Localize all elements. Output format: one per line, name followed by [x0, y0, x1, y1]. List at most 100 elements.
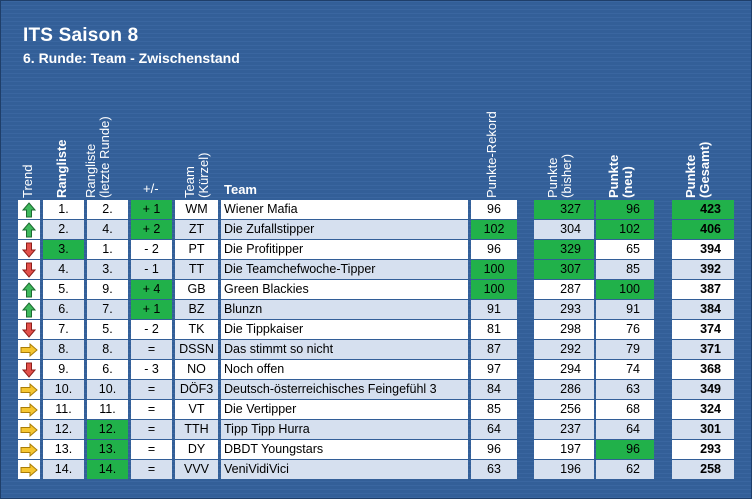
team-tag-cell: VT — [175, 400, 218, 419]
plusminus-cell: - 2 — [131, 240, 172, 259]
arrow-up-icon — [18, 200, 40, 219]
prev-rank-cell: 11. — [87, 400, 128, 419]
prev-rank-cell: 8. — [87, 340, 128, 359]
table-row: 13. 13. = DY DBDT Youngstars 96 197 96 293 — [1, 440, 751, 460]
page-title: ITS Saison 8 — [23, 25, 139, 46]
points-before-cell: 294 — [534, 360, 594, 379]
table-row: 14. 14. = VVV VeniVidiVici 63 196 62 258 — [1, 460, 751, 480]
plusminus-cell: + 1 — [131, 300, 172, 319]
points-before-cell: 329 — [534, 240, 594, 259]
team-tag-cell: NO — [175, 360, 218, 379]
points-new-cell: 102 — [596, 220, 654, 239]
prev-rank-cell: 10. — [87, 380, 128, 399]
plusminus-cell: = — [131, 420, 172, 439]
plusminus-cell: - 3 — [131, 360, 172, 379]
table-row: 6. 7. + 1 BZ Blunzn 91 293 91 384 — [1, 300, 751, 320]
rank-cell: 8. — [43, 340, 84, 359]
team-tag-cell: BZ — [175, 300, 218, 319]
team-tag-cell: TK — [175, 320, 218, 339]
table-row: 4. 3. - 1 TT Die Teamchefwoche-Tipper 100 307 8… — [1, 260, 751, 280]
record-cell: 100 — [471, 260, 517, 279]
points-before-cell: 293 — [534, 300, 594, 319]
prev-rank-cell: 7. — [87, 300, 128, 319]
team-name-cell: Blunzn — [221, 300, 468, 319]
arrow-right-icon — [18, 440, 40, 459]
points-total-cell: 394 — [672, 240, 734, 259]
points-total-cell: 384 — [672, 300, 734, 319]
prev-rank-cell: 5. — [87, 320, 128, 339]
record-cell: 64 — [471, 420, 517, 439]
points-total-cell: 387 — [672, 280, 734, 299]
record-cell: 97 — [471, 360, 517, 379]
prev-rank-cell: 12. — [87, 420, 128, 439]
prev-rank-cell: 13. — [87, 440, 128, 459]
arrow-right-icon — [18, 400, 40, 419]
arrow-right-icon — [18, 460, 40, 479]
rank-cell: 13. — [43, 440, 84, 459]
rank-cell: 2. — [43, 220, 84, 239]
header-tag: Team (Kürzel) — [182, 152, 211, 198]
points-total-cell: 293 — [672, 440, 734, 459]
team-name-cell: VeniVidiVici — [221, 460, 468, 479]
team-name-cell: Noch offen — [221, 360, 468, 379]
prev-rank-cell: 3. — [87, 260, 128, 279]
header-team: Team — [224, 182, 257, 197]
points-before-cell: 256 — [534, 400, 594, 419]
team-name-cell: Die Teamchefwoche-Tipper — [221, 260, 468, 279]
plusminus-cell: = — [131, 380, 172, 399]
points-total-cell: 258 — [672, 460, 734, 479]
rank-cell: 9. — [43, 360, 84, 379]
prev-rank-cell: 6. — [87, 360, 128, 379]
standings-table: 1. 2. + 1 WM Wiener Mafia 96 327 96 423 2. 4. + 2 ZT… — [1, 200, 751, 480]
points-new-cell: 76 — [596, 320, 654, 339]
points-total-cell: 392 — [672, 260, 734, 279]
prev-rank-cell: 1. — [87, 240, 128, 259]
points-total-cell: 423 — [672, 200, 734, 219]
header-points-total-line1: Punkte — [683, 154, 698, 198]
points-before-cell: 307 — [534, 260, 594, 279]
points-new-cell: 96 — [596, 440, 654, 459]
table-row: 9. 6. - 3 NO Noch offen 97 294 74 368 — [1, 360, 751, 380]
header-prev-rank-line1: Rangliste — [83, 143, 98, 198]
arrow-right-icon — [18, 420, 40, 439]
table-row: 3. 1. - 2 PT Die Profitipper 96 329 65 394 — [1, 240, 751, 260]
team-tag-cell: TTH — [175, 420, 218, 439]
team-name-cell: Deutsch-österreichisches Feingefühl 3 — [221, 380, 468, 399]
record-cell: 81 — [471, 320, 517, 339]
team-tag-cell: WM — [175, 200, 218, 219]
team-name-cell: Wiener Mafia — [221, 200, 468, 219]
plusminus-cell: + 1 — [131, 200, 172, 219]
arrow-down-icon — [18, 360, 40, 379]
team-name-cell: Die Tippkaiser — [221, 320, 468, 339]
points-new-cell: 63 — [596, 380, 654, 399]
points-new-cell: 96 — [596, 200, 654, 219]
team-name-cell: DBDT Youngstars — [221, 440, 468, 459]
team-tag-cell: DÖF3 — [175, 380, 218, 399]
record-cell: 87 — [471, 340, 517, 359]
page-subtitle: 6. Runde: Team - Zwischenstand — [23, 50, 240, 66]
team-name-cell: Die Zufallstipper — [221, 220, 468, 239]
record-cell: 84 — [471, 380, 517, 399]
arrow-right-icon — [18, 380, 40, 399]
record-cell: 85 — [471, 400, 517, 419]
plusminus-cell: = — [131, 400, 172, 419]
points-before-cell: 286 — [534, 380, 594, 399]
points-new-cell: 65 — [596, 240, 654, 259]
points-before-cell: 304 — [534, 220, 594, 239]
arrow-right-icon — [18, 340, 40, 359]
rank-cell: 11. — [43, 400, 84, 419]
header-trend: Trend — [20, 164, 35, 198]
points-new-cell: 79 — [596, 340, 654, 359]
arrow-up-icon — [18, 280, 40, 299]
team-tag-cell: GB — [175, 280, 218, 299]
plusminus-cell: = — [131, 340, 172, 359]
rank-cell: 5. — [43, 280, 84, 299]
header-points-before-line2: (bisher) — [559, 153, 574, 198]
header-points-new: Punkte (neu) — [606, 155, 635, 198]
prev-rank-cell: 2. — [87, 200, 128, 219]
table-row: 7. 5. - 2 TK Die Tippkaiser 81 298 76 374 — [1, 320, 751, 340]
arrow-down-icon — [18, 260, 40, 279]
table-row: 10. 10. = DÖF3 Deutsch-österreichisches Fein… — [1, 380, 751, 400]
team-name-cell: Die Vertipper — [221, 400, 468, 419]
